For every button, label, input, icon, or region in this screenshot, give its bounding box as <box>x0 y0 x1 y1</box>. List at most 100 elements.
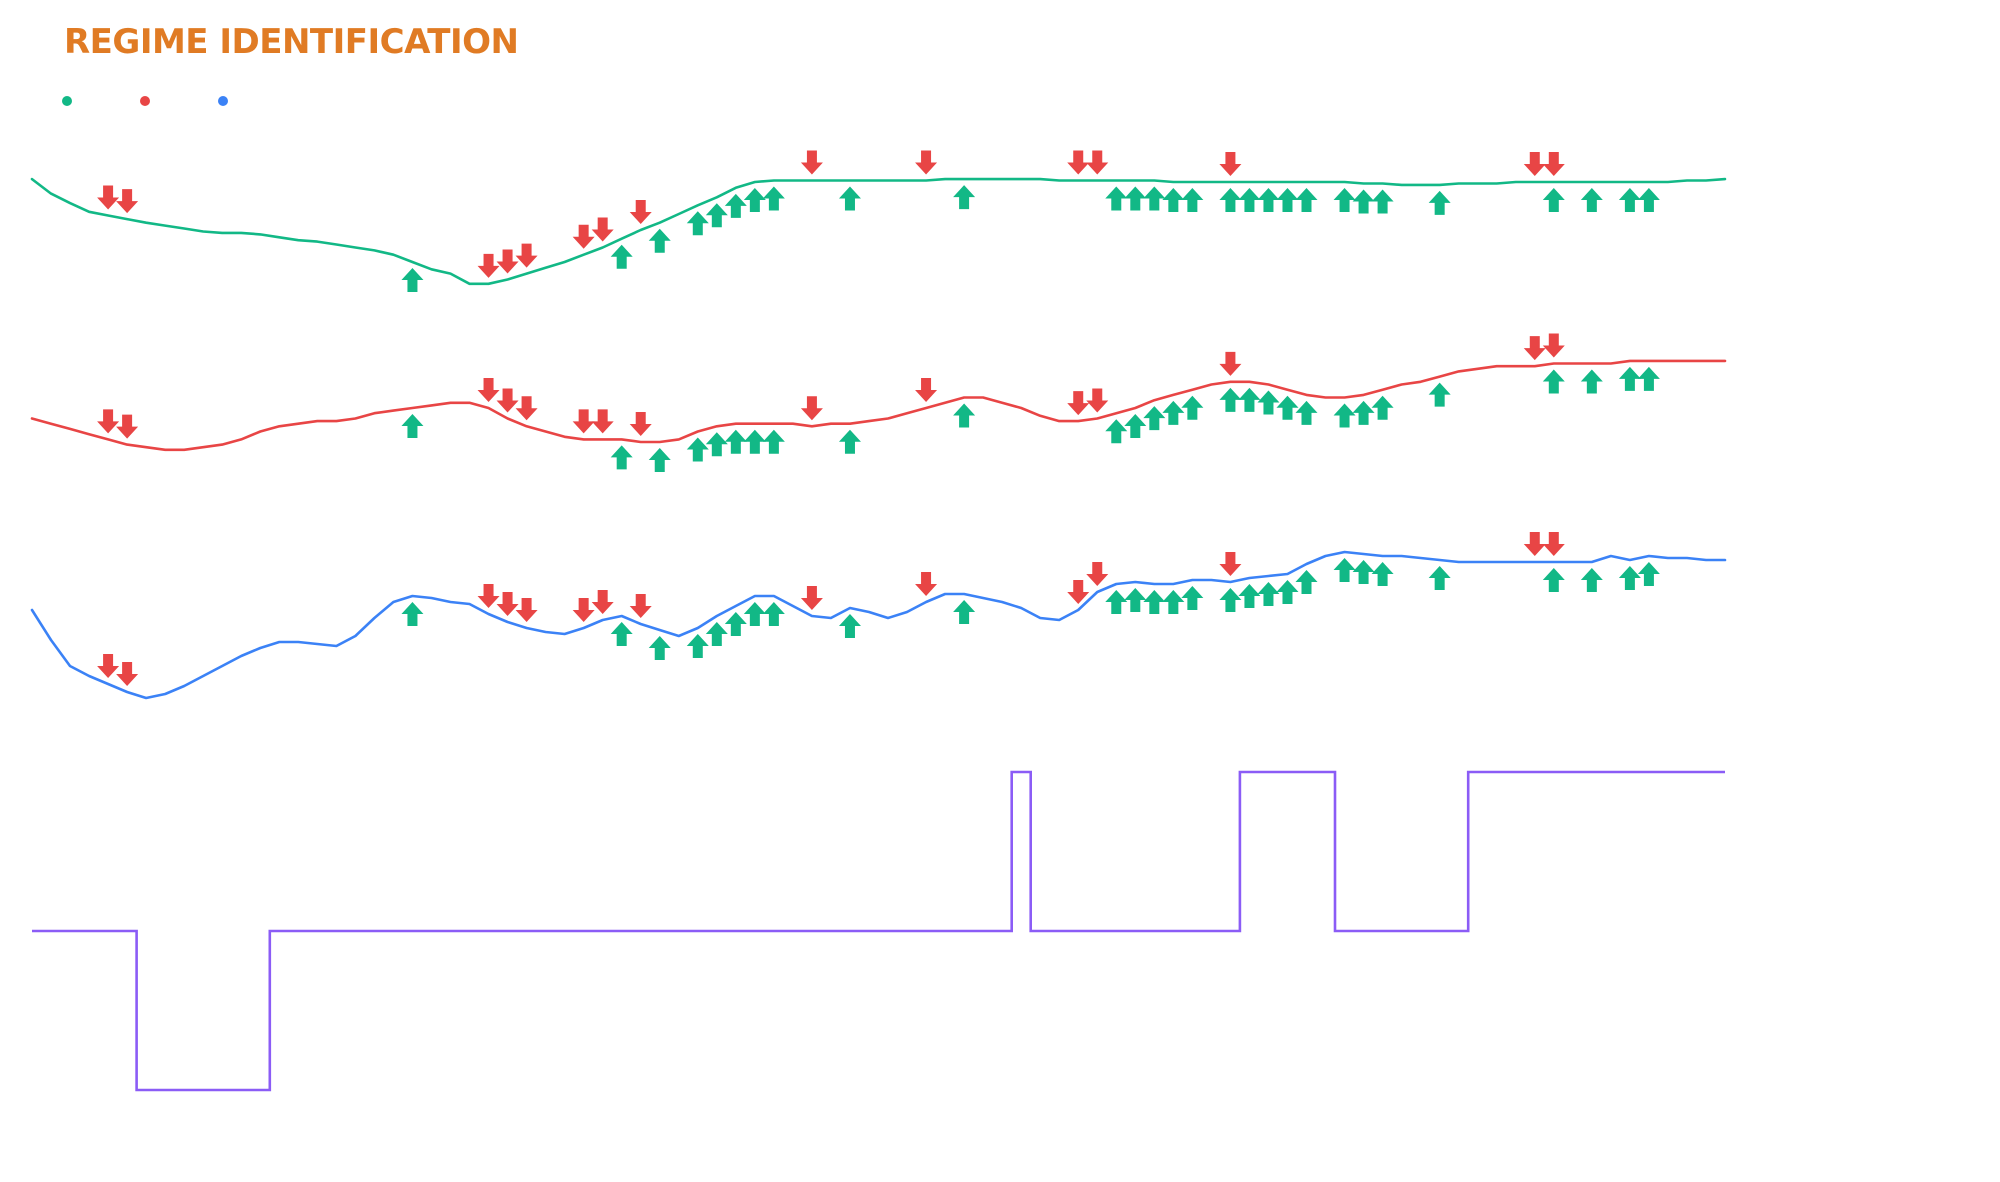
sell-signal-series-2-56 <box>1086 388 1109 413</box>
sell-signal-series-1-25 <box>496 249 519 274</box>
buy-signal-series-1-43 <box>838 186 861 211</box>
sell-signal-series-1-29 <box>572 224 595 249</box>
buy-signal-series-3-31 <box>610 622 633 646</box>
line-regime <box>32 770 1725 1092</box>
buy-signal-series-1-80 <box>1542 188 1565 212</box>
sell-signal-series-3-47 <box>915 572 938 596</box>
legend-dot-series-2 <box>140 96 150 106</box>
sell-signal-series-3-5 <box>116 662 139 686</box>
legend-item-series-1[interactable] <box>62 96 78 106</box>
buy-signal-series-1-82 <box>1580 188 1603 212</box>
buy-signal-series-3-64 <box>1238 584 1261 608</box>
sell-signal-series-3-25 <box>496 592 519 616</box>
buy-signal-series-3-67 <box>1295 570 1318 594</box>
buy-signal-series-3-69 <box>1333 558 1356 582</box>
buy-signal-series-3-80 <box>1542 568 1565 592</box>
buy-signal-series-2-59 <box>1143 406 1166 431</box>
buy-signal-series-1-66 <box>1276 188 1299 212</box>
sell-signal-series-2-26 <box>515 396 538 421</box>
buy-signal-series-3-38 <box>743 602 766 626</box>
sell-signal-series-3-24 <box>477 584 500 608</box>
buy-signal-series-3-63 <box>1219 588 1242 612</box>
buy-signal-series-2-38 <box>743 429 766 454</box>
buy-signal-series-3-82 <box>1580 568 1603 592</box>
buy-signal-series-2-66 <box>1276 395 1299 420</box>
sell-signal-series-3-32 <box>629 594 652 618</box>
sell-signal-series-2-32 <box>629 412 652 436</box>
sell-signal-series-1-79 <box>1523 152 1546 176</box>
sell-signal-series-1-56 <box>1086 150 1109 175</box>
buy-signal-series-2-49 <box>953 403 976 428</box>
buy-signal-series-3-49 <box>953 600 976 624</box>
buy-signal-series-3-85 <box>1637 562 1660 586</box>
buy-signal-series-3-71 <box>1371 562 1394 586</box>
buy-signal-series-2-65 <box>1257 390 1280 415</box>
buy-signal-series-2-85 <box>1637 366 1660 391</box>
buy-signal-series-2-80 <box>1542 369 1565 394</box>
buy-signal-series-3-20 <box>401 602 424 626</box>
buy-signal-series-2-31 <box>610 445 633 470</box>
buy-signal-series-1-57 <box>1105 186 1128 211</box>
buy-signal-series-1-20 <box>401 268 424 292</box>
sell-signal-series-2-55 <box>1067 391 1090 416</box>
buy-signal-series-3-84 <box>1618 566 1641 590</box>
buy-signal-series-3-37 <box>724 612 747 636</box>
sell-signal-series-3-29 <box>572 598 595 622</box>
buy-signal-series-3-33 <box>648 636 671 660</box>
buy-signal-series-2-69 <box>1333 403 1356 428</box>
sell-signal-series-2-80 <box>1542 333 1565 358</box>
buy-signal-series-1-71 <box>1371 189 1394 214</box>
line-series-3 <box>30 550 1727 700</box>
buy-signal-series-2-71 <box>1371 395 1394 420</box>
sell-signal-series-2-63 <box>1219 351 1242 376</box>
legend-item-series-3[interactable] <box>218 96 234 106</box>
buy-signal-series-3-61 <box>1181 586 1204 610</box>
buy-signal-series-1-35 <box>686 211 709 236</box>
buy-signal-series-2-43 <box>838 429 861 454</box>
sell-signal-series-1-30 <box>591 217 614 242</box>
buy-signal-series-1-33 <box>648 228 671 253</box>
buy-signal-series-1-74 <box>1428 190 1451 215</box>
buy-signal-series-1-39 <box>762 186 785 211</box>
sell-signal-series-2-47 <box>915 378 938 402</box>
buy-signal-series-3-65 <box>1257 582 1280 606</box>
buy-signal-series-2-37 <box>724 429 747 454</box>
sell-signal-series-1-41 <box>800 150 823 175</box>
line-series-1 <box>30 177 1727 286</box>
sell-signal-series-1-5 <box>116 189 139 214</box>
buy-signal-series-3-39 <box>762 602 785 626</box>
buy-signal-series-1-70 <box>1352 189 1375 214</box>
sell-signal-series-1-55 <box>1067 150 1090 175</box>
sell-signal-series-3-55 <box>1067 580 1090 604</box>
sell-signal-series-3-79 <box>1523 532 1546 556</box>
sell-signal-series-1-80 <box>1542 152 1565 176</box>
legend-item-series-2[interactable] <box>140 96 156 106</box>
buy-signal-series-3-66 <box>1276 580 1299 604</box>
buy-signal-series-1-67 <box>1295 188 1318 212</box>
sell-signal-series-1-32 <box>629 200 652 224</box>
buy-signal-series-2-35 <box>686 437 709 462</box>
buy-signal-series-1-59 <box>1143 186 1166 211</box>
sell-signal-series-3-80 <box>1542 532 1565 556</box>
buy-signal-series-1-58 <box>1124 186 1147 211</box>
sell-signal-series-1-24 <box>477 253 500 278</box>
buy-signal-series-2-70 <box>1352 400 1375 425</box>
sell-signal-series-1-63 <box>1219 152 1242 176</box>
buy-signal-series-3-36 <box>705 622 728 646</box>
buy-signal-series-2-33 <box>648 448 671 472</box>
sell-signal-series-2-4 <box>97 409 120 434</box>
sell-signal-series-1-47 <box>915 150 938 175</box>
buy-signal-series-1-31 <box>610 244 633 269</box>
sell-signal-series-2-29 <box>572 409 595 434</box>
chart-title: REGIME IDENTIFICATION <box>64 22 519 62</box>
buy-signal-series-1-64 <box>1238 188 1261 212</box>
buy-signal-series-3-70 <box>1352 560 1375 584</box>
buy-signal-series-3-60 <box>1162 590 1185 614</box>
sell-signal-series-3-4 <box>97 654 120 678</box>
buy-signal-series-2-57 <box>1105 419 1128 444</box>
sell-signal-series-3-26 <box>515 598 538 622</box>
sell-signal-series-3-56 <box>1086 562 1109 586</box>
buy-signal-series-2-58 <box>1124 414 1147 438</box>
buy-signal-series-2-60 <box>1162 400 1185 425</box>
